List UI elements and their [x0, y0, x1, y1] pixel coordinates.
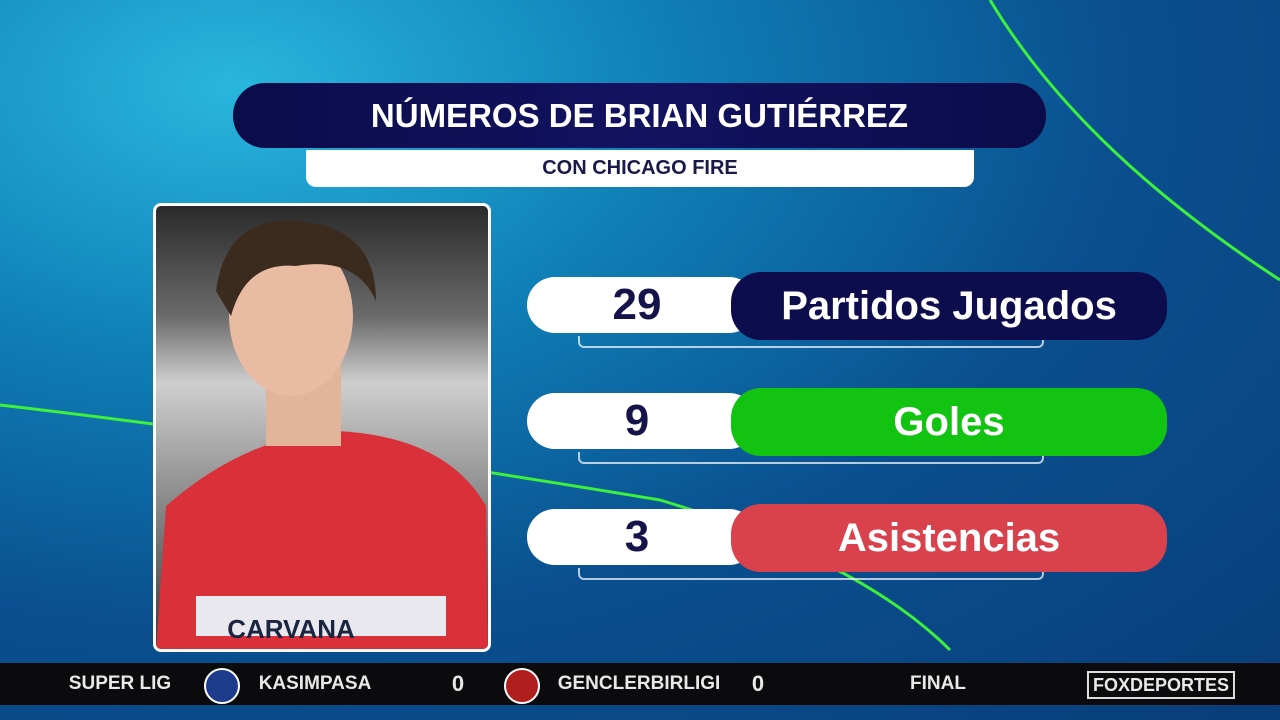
away-team: GENCLERBIRLIGI [557, 673, 721, 694]
stat-value: 9 [527, 393, 757, 449]
stat-label: Goles [731, 388, 1167, 456]
home-logo [204, 668, 240, 704]
league: SUPER LIG [68, 673, 172, 694]
match-status: FINAL [910, 673, 966, 694]
row-underline [578, 336, 1044, 348]
stat-label: Asistencias [731, 504, 1167, 572]
subtitle: CON CHICAGO FIRE [306, 150, 974, 187]
away-logo [504, 668, 540, 704]
title: NÚMEROS DE BRIAN GUTIÉRREZ [233, 83, 1046, 148]
player-photo: CARVANA [153, 203, 491, 652]
stat-label: Partidos Jugados [731, 272, 1167, 340]
row-underline [578, 568, 1044, 580]
brand-logo: FOXDEPORTES [1086, 671, 1236, 699]
away-score: 0 [751, 671, 765, 696]
home-team: KASIMPASA [258, 673, 372, 694]
player-illustration: CARVANA [156, 220, 488, 649]
score-ticker: SUPER LIG KASIMPASA 0 GENCLERBIRLIGI 0 F… [0, 663, 1280, 705]
stat-value: 29 [527, 277, 757, 333]
stat-value: 3 [527, 509, 757, 565]
home-score: 0 [451, 671, 465, 696]
row-underline [578, 452, 1044, 464]
sponsor-text: CARVANA [227, 614, 355, 644]
